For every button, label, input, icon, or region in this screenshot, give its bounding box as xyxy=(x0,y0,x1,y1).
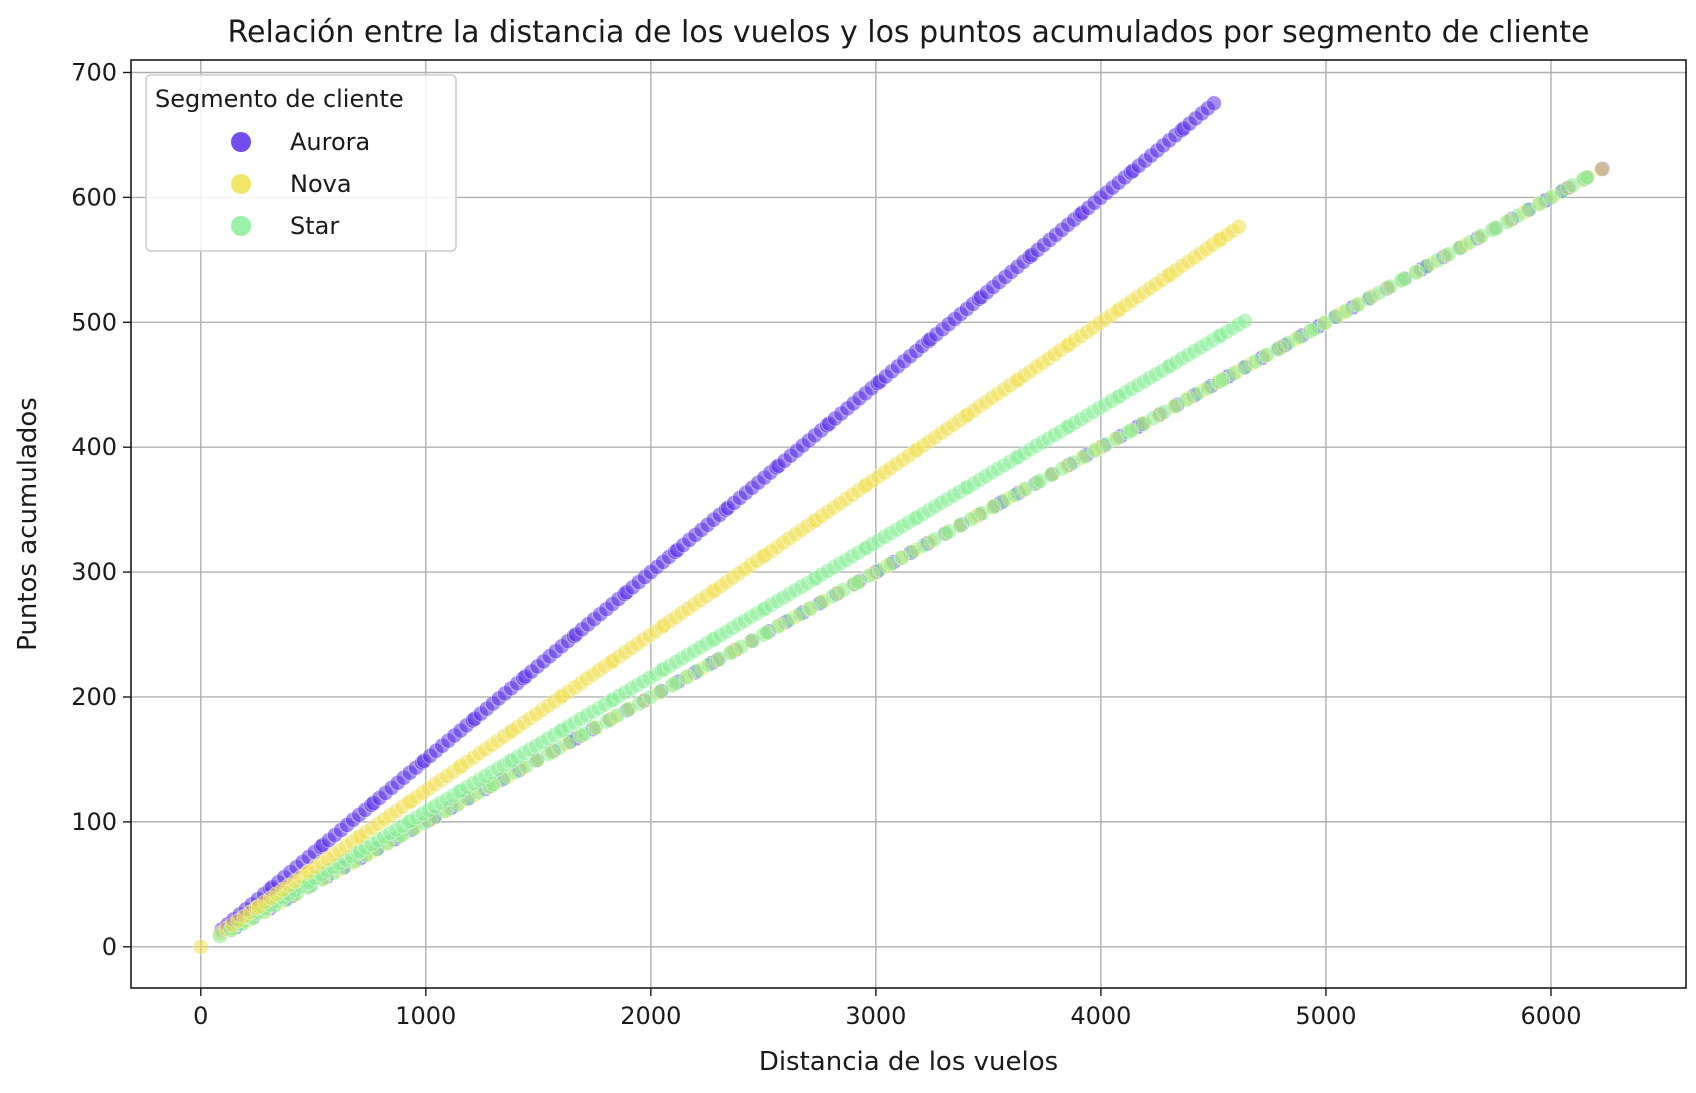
x-axis-label: Distancia de los vuelos xyxy=(759,1047,1058,1077)
legend-marker-nova xyxy=(231,174,251,194)
y-tick-label: 300 xyxy=(71,558,117,586)
legend-marker-star xyxy=(231,216,251,236)
legend: Segmento de cliente Aurora Nova Star xyxy=(145,74,457,252)
x-tick-label: 5000 xyxy=(1295,1002,1356,1030)
y-axis-ticks: 0 100 200 300 400 500 600 700 xyxy=(71,58,131,961)
y-tick-label: 700 xyxy=(71,58,117,86)
y-axis-label: Puntos acumulados xyxy=(13,397,43,651)
data-point-nova xyxy=(1593,161,1610,178)
legend-label-nova: Nova xyxy=(290,170,352,198)
x-tick-label: 1000 xyxy=(395,1002,456,1030)
chart-title: Relación entre la distancia de los vuelo… xyxy=(228,15,1590,50)
data-points xyxy=(192,95,1611,955)
y-tick-label: 200 xyxy=(71,683,117,711)
data-point-aurora xyxy=(1206,95,1222,112)
x-tick-label: 0 xyxy=(193,1002,208,1030)
legend-marker-aurora xyxy=(231,132,251,152)
x-tick-label: 2000 xyxy=(620,1002,681,1030)
y-tick-label: 100 xyxy=(71,808,117,836)
y-tick-label: 500 xyxy=(71,308,117,336)
plot-frame xyxy=(130,59,1687,989)
y-tick-label: 400 xyxy=(71,433,117,461)
x-tick-label: 4000 xyxy=(1070,1002,1131,1030)
legend-title: Segmento de cliente xyxy=(155,85,404,113)
data-point-star xyxy=(1237,312,1253,329)
legend-entries: Aurora Nova Star xyxy=(231,128,370,240)
legend-box xyxy=(145,74,457,252)
y-tick-label: 600 xyxy=(71,183,117,211)
x-tick-label: 6000 xyxy=(1520,1002,1581,1030)
y-tick-label: 0 xyxy=(102,933,117,961)
x-axis-ticks: 0 1000 2000 3000 4000 5000 6000 xyxy=(193,988,1582,1030)
data-point-nova xyxy=(1231,218,1247,235)
legend-label-star: Star xyxy=(290,212,339,240)
x-tick-label: 3000 xyxy=(845,1002,906,1030)
legend-label-aurora: Aurora xyxy=(290,128,370,156)
data-point-nova xyxy=(192,938,209,955)
data-point-star xyxy=(1579,169,1595,186)
